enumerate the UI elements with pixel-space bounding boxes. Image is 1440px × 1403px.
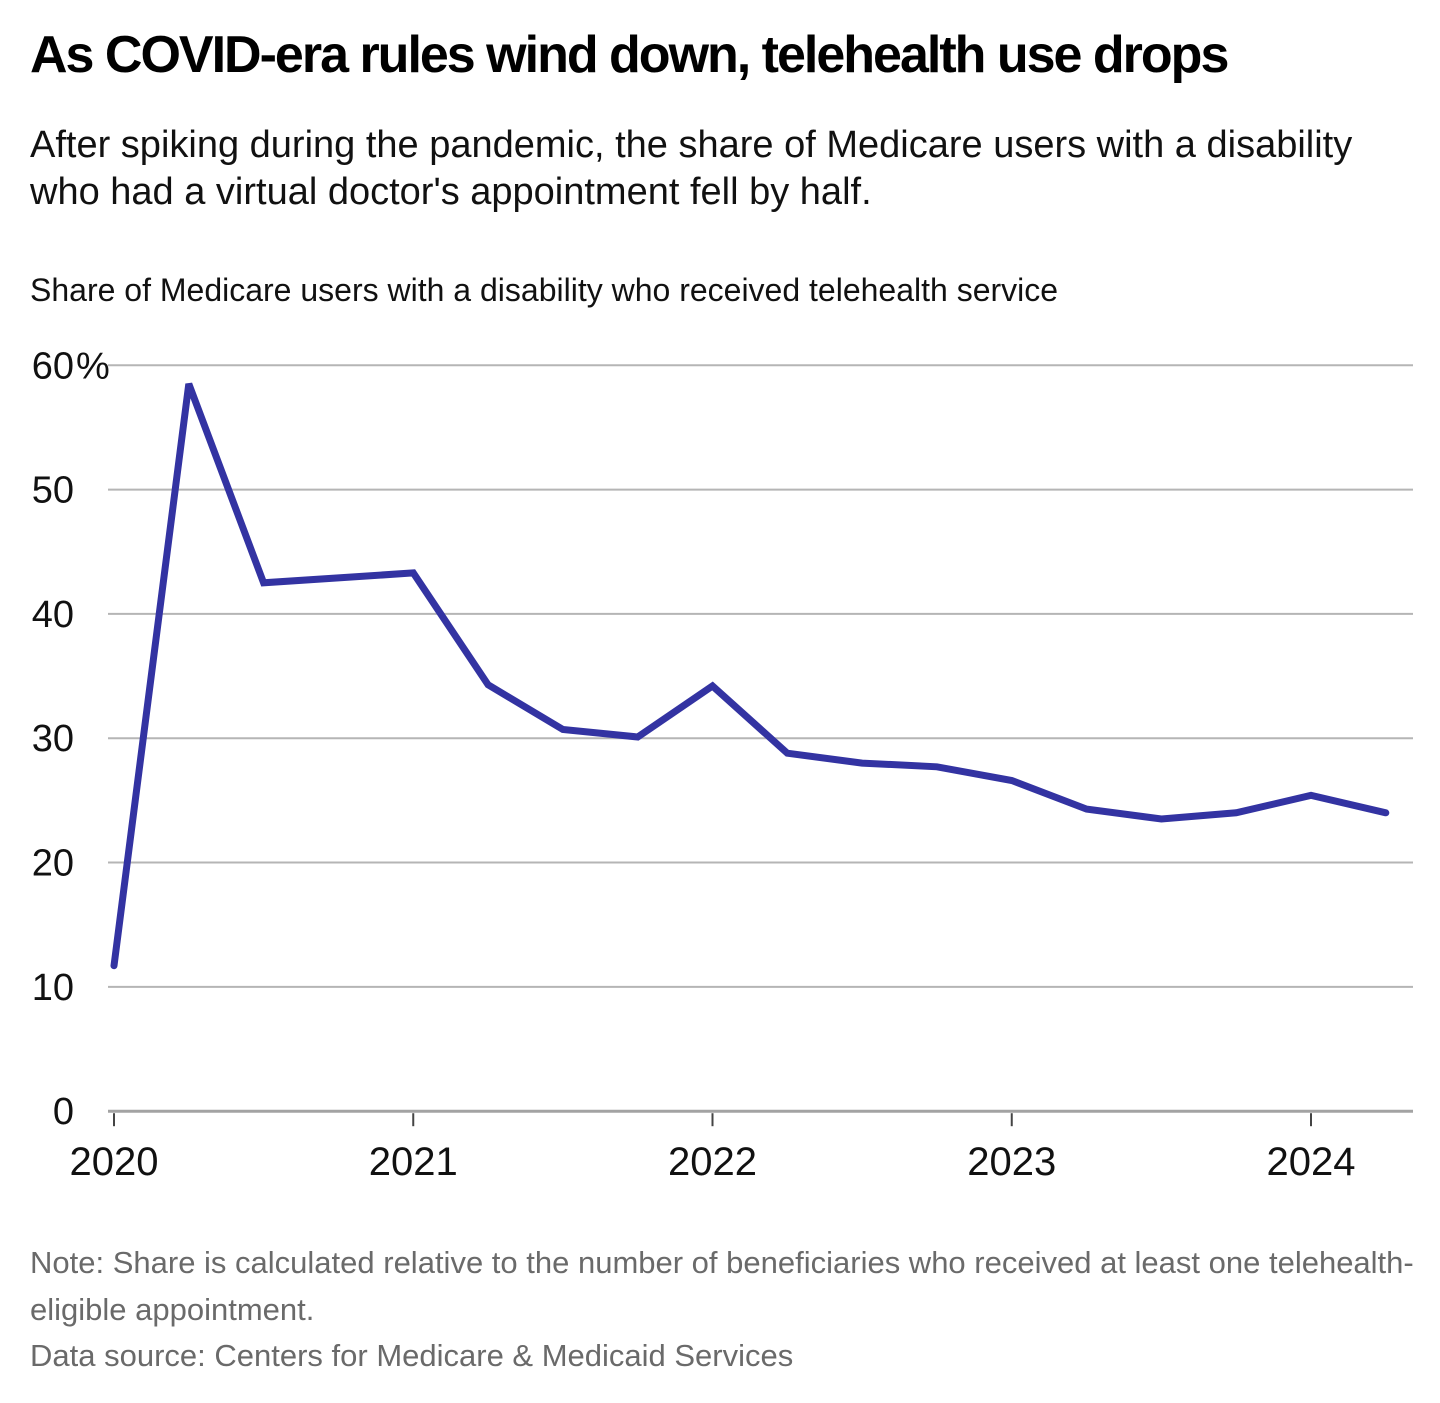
y-tick-label: 50 [32, 470, 74, 512]
y-tick-label: 10 [32, 967, 74, 1009]
chart-title: Share of Medicare users with a disabilit… [30, 272, 1059, 308]
y-tick-label: 30 [32, 718, 74, 760]
page-subtitle: After spiking during the pandemic, the s… [30, 124, 1353, 214]
y-tick-label: 0 [53, 1091, 74, 1133]
page-title: As COVID-era rules wind down, telehealth… [30, 26, 1229, 84]
y-tick-label: 60 [32, 345, 74, 387]
x-tick-label: 2020 [70, 1140, 159, 1184]
y-tick-label: 20 [32, 843, 74, 885]
x-tick-label: 2022 [668, 1140, 757, 1184]
x-tick-label: 2024 [1267, 1140, 1356, 1184]
x-tick-label: 2021 [369, 1140, 458, 1184]
y-tick-label: 40 [32, 594, 74, 636]
y-tick-unit: % [76, 345, 110, 387]
x-tick-label: 2023 [967, 1140, 1056, 1184]
chart-note: Note: Share is calculated relative to th… [30, 1245, 1414, 1327]
data-source: Data source: Centers for Medicare & Medi… [30, 1338, 794, 1373]
data-line-series [110, 382, 1390, 970]
